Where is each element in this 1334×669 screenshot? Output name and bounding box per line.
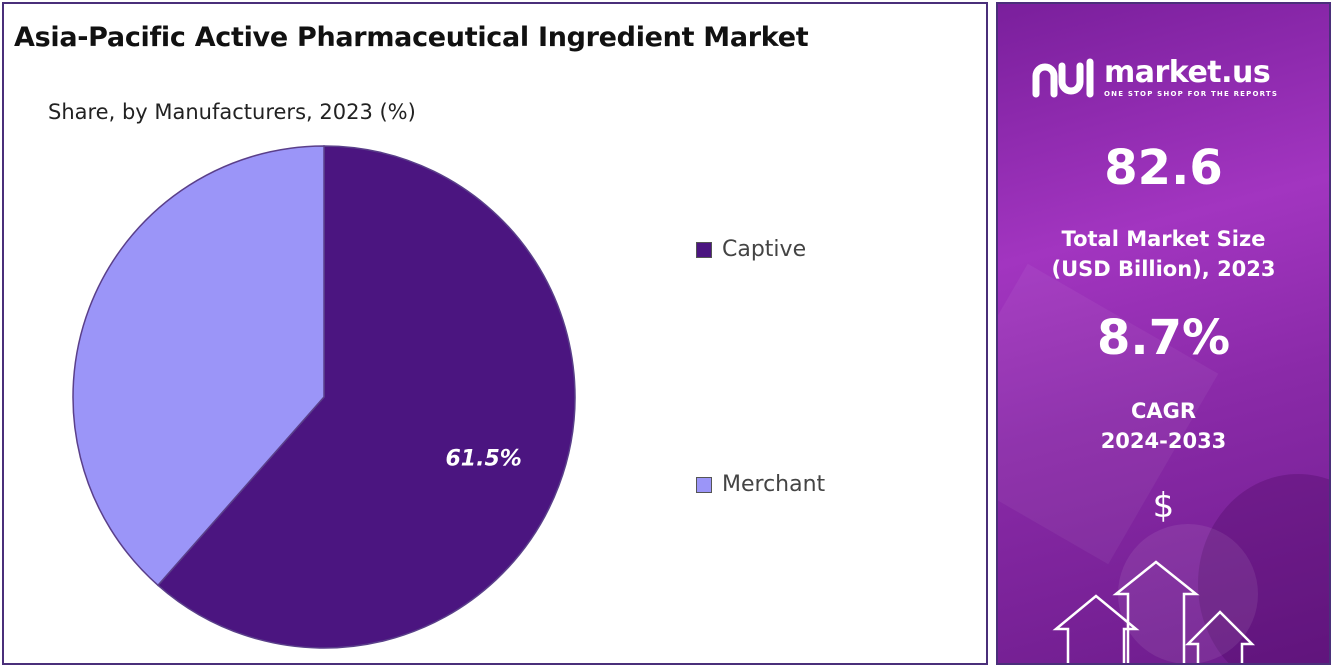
brand-name: market.us	[1104, 55, 1271, 90]
market-size-label-line2: (USD Billion), 2023	[1051, 257, 1276, 281]
brand-tagline: ONE STOP SHOP FOR THE REPORTS	[1104, 90, 1279, 98]
dollar-icon: $	[1152, 486, 1175, 526]
growth-arrows-icon	[1052, 560, 1256, 663]
brand-logo: market.us ONE STOP SHOP FOR THE REPORTS	[1032, 56, 1278, 100]
arrow-up-icon	[1184, 610, 1256, 663]
chart-panel: Asia-Pacific Active Pharmaceutical Ingre…	[2, 2, 988, 665]
legend-swatch-captive	[696, 241, 712, 258]
market-us-logo-icon	[1032, 58, 1094, 98]
legend-item-captive: Captive	[696, 237, 806, 262]
data-label-captive: 61.5%	[445, 446, 521, 471]
pie-chart: 61.5%	[72, 145, 576, 649]
market-size-label-line1: Total Market Size	[1061, 227, 1266, 251]
arrow-up-icon	[1052, 594, 1140, 663]
legend-label-captive: Captive	[722, 237, 807, 262]
cagr-label-line1: CAGR	[1130, 399, 1197, 423]
pie-slice-merchant	[72, 145, 325, 587]
chart-title: Asia-Pacific Active Pharmaceutical Ingre…	[14, 22, 809, 53]
arrow-up-icon	[1112, 560, 1200, 663]
chart-subtitle: Share, by Manufacturers, 2023 (%)	[48, 100, 416, 124]
legend-swatch-merchant	[696, 476, 712, 493]
legend-item-merchant: Merchant	[696, 472, 825, 497]
legend-label-merchant: Merchant	[722, 472, 826, 497]
summary-panel: market.us ONE STOP SHOP FOR THE REPORTS …	[996, 2, 1331, 665]
cagr-label-line2: 2024-2033	[1100, 429, 1227, 453]
market-size-value: 82.6	[1104, 140, 1223, 196]
cagr-value: 8.7%	[1096, 310, 1231, 366]
pie-slice-captive	[156, 145, 576, 649]
